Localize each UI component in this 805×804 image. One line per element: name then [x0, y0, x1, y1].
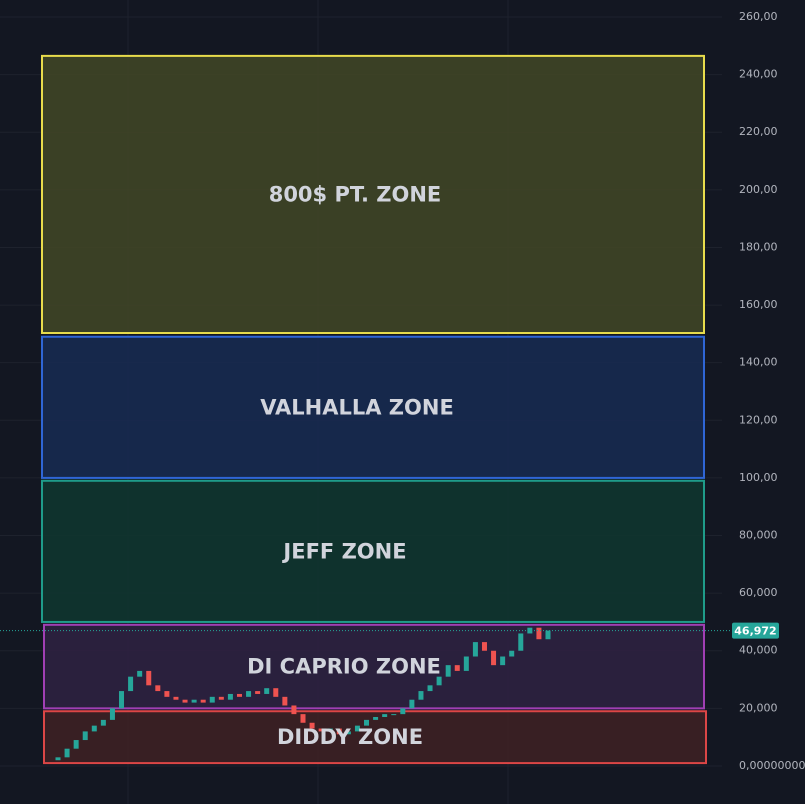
candle-body: [282, 696, 288, 706]
zone-label: DIDDY ZONE: [277, 725, 423, 749]
candle-body: [173, 696, 179, 700]
candle-body: [491, 650, 497, 666]
candle-body: [137, 670, 143, 677]
candle-body: [527, 627, 533, 634]
candle-body: [200, 699, 206, 703]
candle-body: [191, 699, 197, 703]
candle-body: [400, 708, 406, 715]
candle-body: [155, 685, 161, 692]
candle-body: [273, 688, 279, 697]
candle-body: [373, 717, 379, 720]
candle-body: [409, 699, 415, 709]
candle-body: [500, 656, 506, 666]
y-tick-label: 240,00: [739, 68, 778, 81]
candle-body: [463, 656, 469, 671]
candle-body: [255, 691, 261, 694]
candle-body: [82, 731, 88, 741]
zone-label: DI CAPRIO ZONE: [247, 655, 441, 679]
y-tick-label: 80,000: [739, 529, 778, 542]
y-tick-label: 20,000: [739, 701, 778, 714]
candle-body: [364, 719, 370, 726]
candle-body: [545, 630, 551, 640]
candle-body: [382, 714, 388, 718]
zone-label: VALHALLA ZONE: [260, 395, 454, 419]
candle-body: [318, 728, 324, 732]
zone-label: JEFF ZONE: [281, 539, 406, 563]
zone: [41, 54, 705, 335]
last-price-label: 46,972: [734, 625, 776, 638]
candle-body: [218, 696, 224, 700]
zone: [41, 335, 705, 479]
candle-body: [418, 691, 424, 700]
candle-body: [436, 676, 442, 686]
zone: [43, 623, 705, 710]
candle-body: [509, 650, 515, 657]
candle-body: [354, 725, 360, 732]
y-tick-label: 140,00: [739, 356, 778, 369]
candle-body: [300, 714, 306, 723]
candle-body: [55, 757, 61, 761]
candle-body: [236, 693, 242, 697]
candle-body: [327, 728, 333, 732]
candle-body: [182, 699, 188, 703]
candle-body: [536, 627, 542, 640]
candle-body: [309, 722, 315, 729]
zone-label: 800$ PT. ZONE: [269, 182, 442, 206]
last-price-box: [732, 622, 779, 639]
candle-body: [481, 642, 487, 651]
candle-body: [100, 719, 106, 726]
candle-body: [164, 691, 170, 697]
candle-body: [391, 714, 397, 716]
candle-body: [119, 691, 125, 709]
candle-body: [209, 696, 215, 703]
candle-body: [336, 728, 342, 735]
candle-body: [518, 633, 524, 651]
y-tick-label: 160,00: [739, 298, 778, 311]
candle-body: [454, 665, 460, 671]
candle-body: [427, 685, 433, 692]
candle-body: [445, 665, 451, 677]
y-tick-label: 180,00: [739, 240, 778, 253]
candle-body: [472, 642, 478, 657]
y-tick-label: 260,00: [739, 10, 778, 23]
y-tick-label: 100,00: [739, 471, 778, 484]
candle-body: [291, 705, 297, 715]
y-tick-label: 200,00: [739, 183, 778, 196]
candle-body: [264, 688, 270, 694]
candle-body: [345, 731, 351, 735]
zone: [41, 479, 705, 623]
candle-body: [128, 676, 134, 692]
candle-body: [146, 670, 152, 686]
candle-body: [227, 693, 233, 700]
y-tick-label: 40,000: [739, 644, 778, 657]
y-tick-label: 0,00000000: [739, 759, 805, 772]
y-tick-label: 120,00: [739, 413, 778, 426]
candle-body: [91, 725, 97, 732]
candle-body: [109, 708, 115, 720]
y-tick-label: 220,00: [739, 125, 778, 138]
y-tick-label: 60,000: [739, 586, 778, 599]
candle-body: [246, 691, 252, 697]
candle-body: [73, 740, 79, 749]
candle-body: [64, 748, 70, 758]
